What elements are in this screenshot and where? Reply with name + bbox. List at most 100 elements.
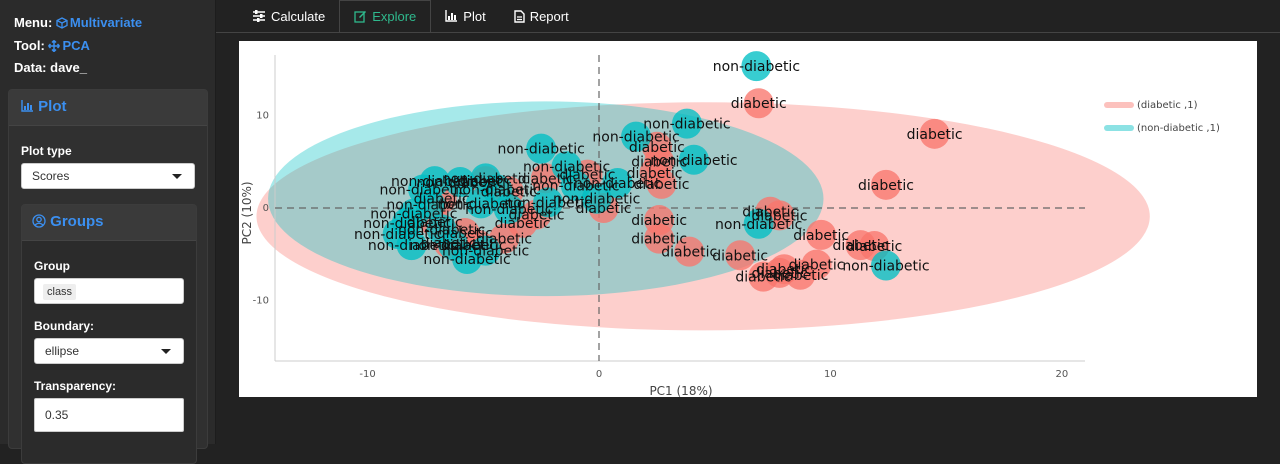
sidebar: Menu: Multivariate Tool: PCA Data: dave_… [0,0,216,464]
plot-type-select[interactable]: Scores [21,163,195,189]
point-label: diabetic [631,155,687,171]
legend-entry: (non-diabetic ,1) [1137,123,1220,134]
data-point [396,230,427,261]
data-label: Data: [14,60,47,75]
menu-label: Menu: [14,15,53,30]
groups-panel-header[interactable]: Groups [22,205,196,241]
plot-panel: Plot Plot type Scores Groups Group class… [8,89,208,464]
transparency-input[interactable]: 0.35 [34,398,184,432]
user-circle-icon [32,214,46,228]
point-label: diabetic [735,270,791,286]
cube-icon [56,17,68,29]
point-label: non-diabetic [437,196,524,212]
menu-value[interactable]: Multivariate [56,15,142,30]
data-point [725,240,756,271]
x-tick-label: 0 [596,369,602,380]
point-label: diabetic [414,192,470,208]
boundary-label: Boundary: [34,319,94,333]
point-label: diabetic [752,208,808,224]
point-label: non-diabetic [715,217,802,233]
point-label: diabetic [407,215,463,231]
x-tick-label: 10 [824,369,837,380]
groups-title: Groups [50,213,104,230]
point-label: diabetic [772,268,828,284]
point-label: non-diabetic [592,130,679,146]
y-tick-label: 10 [256,110,269,121]
point-label: diabetic [907,127,963,143]
chevron-down-icon [172,174,182,179]
point-label: non-diabetic [391,174,478,190]
sliders-icon [253,10,265,22]
point-label: non-diabetic [379,182,466,198]
tab-label: Explore [372,9,417,24]
point-label: non-diabetic [523,159,610,175]
point-label: diabetic [576,201,632,217]
data-point [801,249,832,280]
point-label: diabetic [437,226,493,242]
tab-bar: Calculate Explore Plot Report [238,0,583,32]
points-layer [382,51,950,292]
tab-explore[interactable]: Explore [339,0,432,32]
y-axis-title: PC2 (10%) [240,181,254,244]
boundary-select[interactable]: ellipse [34,338,184,364]
plot-type-label: Plot type [21,144,72,158]
data-point [678,144,709,175]
bar-chart-icon [445,10,458,22]
point-label: non-diabetic [363,216,450,232]
point-label: non-diabetic [410,238,497,254]
file-icon [513,9,525,23]
legend: (diabetic ,1) (non-diabetic ,1) [1104,100,1220,134]
tab-report[interactable]: Report [500,0,583,32]
data-point [870,250,901,281]
tab-plot[interactable]: Plot [431,0,499,32]
point-label: diabetic [495,216,551,232]
data-point [919,118,950,149]
x-tick-label: 20 [1055,369,1068,380]
tab-calculate[interactable]: Calculate [238,0,339,32]
data-point [602,167,633,198]
point-label: diabetic [631,232,687,248]
data-point [806,219,837,250]
tool-value[interactable]: PCA [48,38,90,53]
point-label: diabetic [752,266,808,282]
point-label: diabetic [731,96,787,112]
pca-scores-plot[interactable]: -10 0 10 20 -10 0 10 diabetic diabetic diabetic d… [239,41,1257,398]
point-label: diabetic [712,248,768,264]
labels-layer: diabeticdiabeticdiabeticdiabeticdiabetic… [354,59,963,285]
point-label: non-diabetic [370,207,457,223]
data-point [621,121,652,152]
y-tick-label: 0 [263,203,269,214]
point-label: diabetic [518,171,574,187]
point-label: non-diabetic [423,252,510,268]
x-axis-title: PC1 (18%) [649,384,712,397]
point-label: non-diabetic [504,195,591,211]
group-tag: class [43,284,77,300]
data-point [764,257,795,288]
point-label: non-diabetic [416,175,503,191]
point-label: diabetic [631,213,687,229]
data-point [426,214,457,245]
point-label: diabetic [833,238,889,254]
point-label: non-diabetic [398,222,485,238]
tool-label: Tool: [14,37,45,53]
point-label: diabetic [481,184,537,200]
point-label: diabetic [509,207,565,223]
point-label: diabetic [629,140,685,156]
confidence-ellipse [256,102,1150,331]
data-point [674,236,705,267]
point-label: non-diabetic [532,179,619,195]
plot-panel-header[interactable]: Plot [9,90,207,126]
point-label: non-diabetic [713,59,800,75]
point-label: non-diabetic [386,197,473,213]
chevron-down-icon [161,349,171,354]
point-label: diabetic [634,177,690,193]
point-label: non-diabetic [497,142,584,158]
point-label: diabetic [451,238,507,254]
data-point [526,133,557,164]
data-point [470,235,501,266]
group-select[interactable]: class [34,278,184,304]
point-label: diabetic [793,228,849,244]
point-label: non-diabetic [454,182,541,198]
data-point [646,168,677,199]
